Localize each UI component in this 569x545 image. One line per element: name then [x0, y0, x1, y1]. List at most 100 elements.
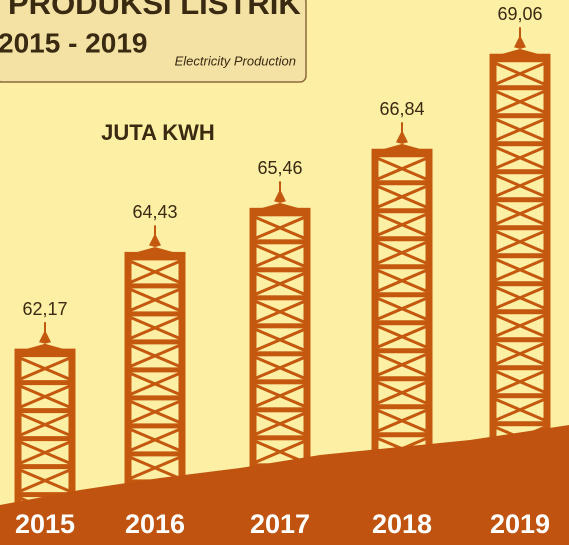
unit-label: JUTA KWH [101, 120, 215, 145]
tower-brace [490, 281, 550, 287]
tower-diagonal [374, 379, 430, 406]
tower-brace [372, 180, 432, 186]
value-label: 65,46 [257, 158, 302, 178]
tower-brace [490, 309, 550, 315]
tower-brace [490, 253, 550, 259]
tower-diagonal [374, 323, 430, 350]
tower-diagonal [374, 267, 430, 294]
value-label: 69,06 [497, 4, 542, 24]
x-tick-label: 2019 [490, 509, 550, 539]
tower-diagonal [252, 270, 308, 297]
value-label: 62,17 [22, 299, 67, 319]
tower-diagonal [127, 315, 183, 341]
tower-brace [125, 423, 185, 429]
tower-brace [490, 225, 550, 231]
year-labels: 2015 2016 2017 2018 2019 [15, 509, 550, 539]
tower-diagonal [492, 256, 548, 283]
tower-brace [250, 379, 310, 385]
ground [0, 425, 569, 545]
tower-brace [372, 348, 432, 354]
tower-brace [125, 311, 185, 317]
tower-diagonal [252, 214, 308, 241]
chart-title: PRODUKSI LISTRIK [8, 0, 301, 21]
tower-diagonal [252, 438, 308, 465]
tower-brace [490, 113, 550, 119]
tower-brace [250, 239, 310, 245]
tower-diagonal [127, 287, 183, 313]
bar [14, 348, 76, 545]
tower-diagonal [374, 239, 430, 266]
tower-brace [125, 283, 185, 289]
tower-brace [250, 407, 310, 413]
value-label: 66,84 [379, 99, 424, 119]
chart-caption: Electricity Production [175, 53, 296, 68]
title-box [0, 0, 307, 83]
tower-brace [250, 323, 310, 329]
tower-diagonal [492, 116, 548, 143]
tower-diagonal [374, 407, 430, 434]
tower-diagonal [492, 284, 548, 311]
tower-brace [372, 376, 432, 382]
bar [124, 251, 186, 545]
tower-diagonal [17, 411, 73, 438]
tower-brace [490, 197, 550, 203]
tower-diagonal [127, 343, 183, 369]
tower-diagonal [252, 354, 308, 381]
tower-diagonal [252, 242, 308, 269]
tower-brace [125, 395, 185, 401]
tower-diagonal [374, 211, 430, 238]
tower-brace [250, 267, 310, 273]
x-tick-label: 2015 [15, 509, 75, 539]
tower-brace [490, 421, 550, 427]
tower-spire [490, 35, 550, 58]
tower-brace [15, 436, 75, 442]
tower-brace [125, 367, 185, 373]
bar [489, 53, 551, 545]
tower-brace [372, 320, 432, 326]
chart-subtitle: 2015 - 2019 [0, 27, 147, 58]
tower-spire [15, 330, 75, 353]
tower-brace [250, 435, 310, 441]
tower-diagonal [127, 259, 183, 285]
tower-diagonal [492, 312, 548, 339]
tower-brace [15, 380, 75, 386]
tower-diagonal [127, 399, 183, 425]
tower-brace [15, 464, 75, 470]
tower-spire [372, 130, 432, 153]
tower-diagonal [17, 439, 73, 466]
tower-spire [250, 189, 310, 212]
tower-diagonal [492, 340, 548, 367]
value-label: 64,43 [132, 202, 177, 222]
tower-brace [372, 404, 432, 410]
tower-diagonal [374, 351, 430, 378]
towers: 62,17 64,43 65,46 66,84 69,06 [14, 4, 551, 545]
tower-brace [125, 339, 185, 345]
tower-brace [372, 208, 432, 214]
tower-brace [372, 264, 432, 270]
tower-diagonal [252, 326, 308, 353]
tower-brace [372, 292, 432, 298]
tower-brace [490, 85, 550, 91]
tower-brace [490, 393, 550, 399]
tower-diagonal [374, 183, 430, 210]
tower-brace [250, 295, 310, 301]
tower-diagonal [252, 298, 308, 325]
x-tick-label: 2018 [372, 509, 432, 539]
tower-diagonal [492, 200, 548, 227]
tower-diagonal [127, 371, 183, 397]
x-tick-label: 2017 [250, 509, 310, 539]
tower-brace [372, 236, 432, 242]
tower-brace [490, 169, 550, 175]
tower-diagonal [252, 382, 308, 409]
tower-diagonal [492, 60, 548, 87]
tower-diagonal [17, 383, 73, 410]
tower-diagonal [252, 410, 308, 437]
tower-brace [490, 141, 550, 147]
tower-diagonal [492, 172, 548, 199]
bar [371, 148, 433, 545]
tower-diagonal [17, 467, 73, 494]
tower-diagonal [127, 455, 183, 481]
tower-diagonal [374, 295, 430, 322]
tower-spire [125, 233, 185, 256]
